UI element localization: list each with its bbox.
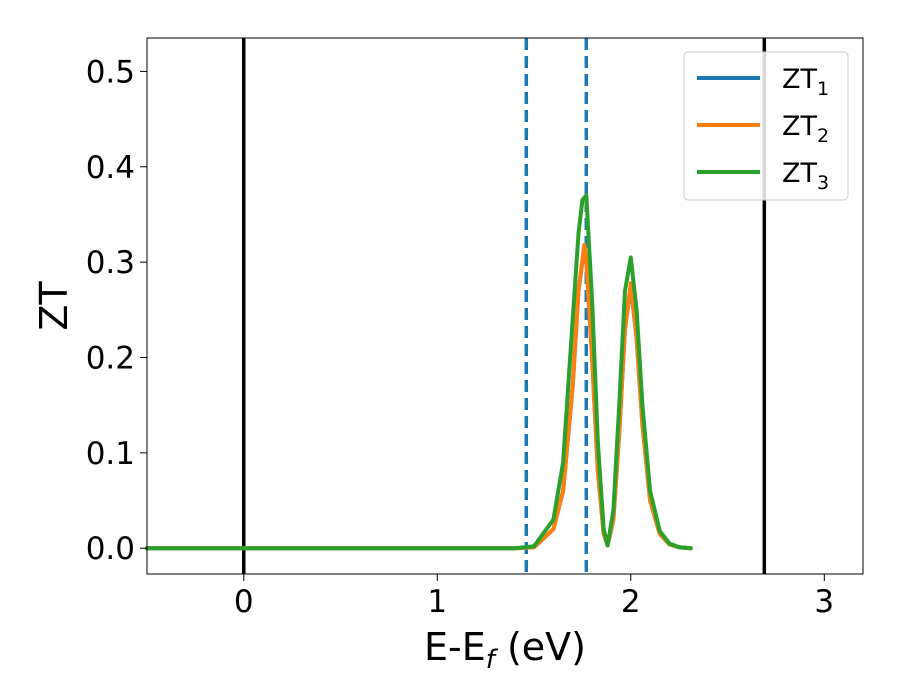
x-tick-label: 1 bbox=[427, 584, 447, 620]
y-tick-label: 0.0 bbox=[86, 531, 135, 567]
y-tick-label: 0.3 bbox=[86, 245, 135, 281]
y-axis-ticks: 0.0 0.1 0.2 0.3 0.4 0.5 bbox=[86, 54, 147, 567]
y-tick-label: 0.2 bbox=[86, 341, 135, 377]
x-axis-title-main: E-E bbox=[424, 625, 486, 669]
legend-label-3: ZT3 bbox=[782, 158, 829, 194]
y-tick-label: 0.4 bbox=[86, 150, 135, 186]
plot-frame bbox=[146, 37, 864, 575]
series-lines bbox=[145, 193, 693, 551]
x-tick-label: 3 bbox=[814, 584, 834, 620]
y-tick-label: 0.1 bbox=[86, 436, 135, 472]
legend: ZT1 ZT2 ZT3 bbox=[683, 51, 849, 201]
x-tick-label: 0 bbox=[234, 584, 254, 620]
x-axis-ticks: 0 1 2 3 bbox=[234, 574, 834, 620]
x-tick-label: 2 bbox=[621, 584, 641, 620]
x-axis-title: E-Ef (eV) bbox=[424, 625, 586, 675]
series-line-3 bbox=[145, 193, 693, 551]
legend-box bbox=[683, 51, 849, 201]
legend-label-2: ZT2 bbox=[782, 111, 829, 147]
y-tick-label: 0.5 bbox=[86, 54, 135, 90]
x-axis-title-unit: (eV) bbox=[495, 625, 586, 669]
legend-label-1: ZT1 bbox=[782, 64, 829, 100]
y-axis-title: ZT bbox=[32, 281, 76, 331]
